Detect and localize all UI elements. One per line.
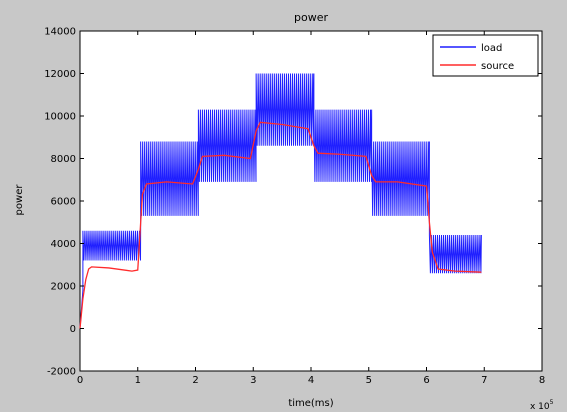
chart-title: power [294, 11, 328, 24]
legend-label-source: source [481, 61, 514, 72]
x-tick-label: 4 [308, 375, 314, 386]
series-line-source [79, 121, 482, 329]
x-tick-label: 2 [192, 375, 198, 386]
y-tick-label: 10000 [44, 112, 76, 123]
y-tick-label: 0 [70, 324, 76, 335]
y-tick-label: 8000 [51, 154, 76, 165]
y-tick-label: 14000 [44, 27, 76, 38]
x-tick-label: 6 [423, 375, 429, 386]
y-axis-label: power [14, 184, 25, 216]
legend-box [432, 34, 539, 77]
x-tick-label: 3 [250, 375, 256, 386]
x-tick-label: 0 [77, 375, 83, 386]
x-tick-label: 7 [481, 375, 487, 386]
x-tick-label: 5 [366, 375, 372, 386]
x-axis-multiplier: x 105 [530, 399, 554, 412]
y-tick-label: 12000 [44, 69, 76, 80]
y-tick-label: 4000 [51, 239, 76, 250]
axes-layer: 0 1 2 3 4 5 6 7 8-200002000400060008000100001200… [44, 27, 545, 387]
legend-label-load: load [481, 43, 502, 54]
y-tick-label: -2000 [47, 367, 76, 378]
series-line-load [79, 73, 482, 329]
x-tick-label: 8 [539, 375, 545, 386]
y-tick-label: 2000 [51, 282, 76, 293]
series-layer [79, 73, 482, 329]
x-tick-label: 1 [135, 375, 141, 386]
legend: load source [432, 34, 539, 77]
x-axis-label: time(ms) [288, 398, 333, 409]
y-tick-label: 6000 [51, 197, 76, 208]
